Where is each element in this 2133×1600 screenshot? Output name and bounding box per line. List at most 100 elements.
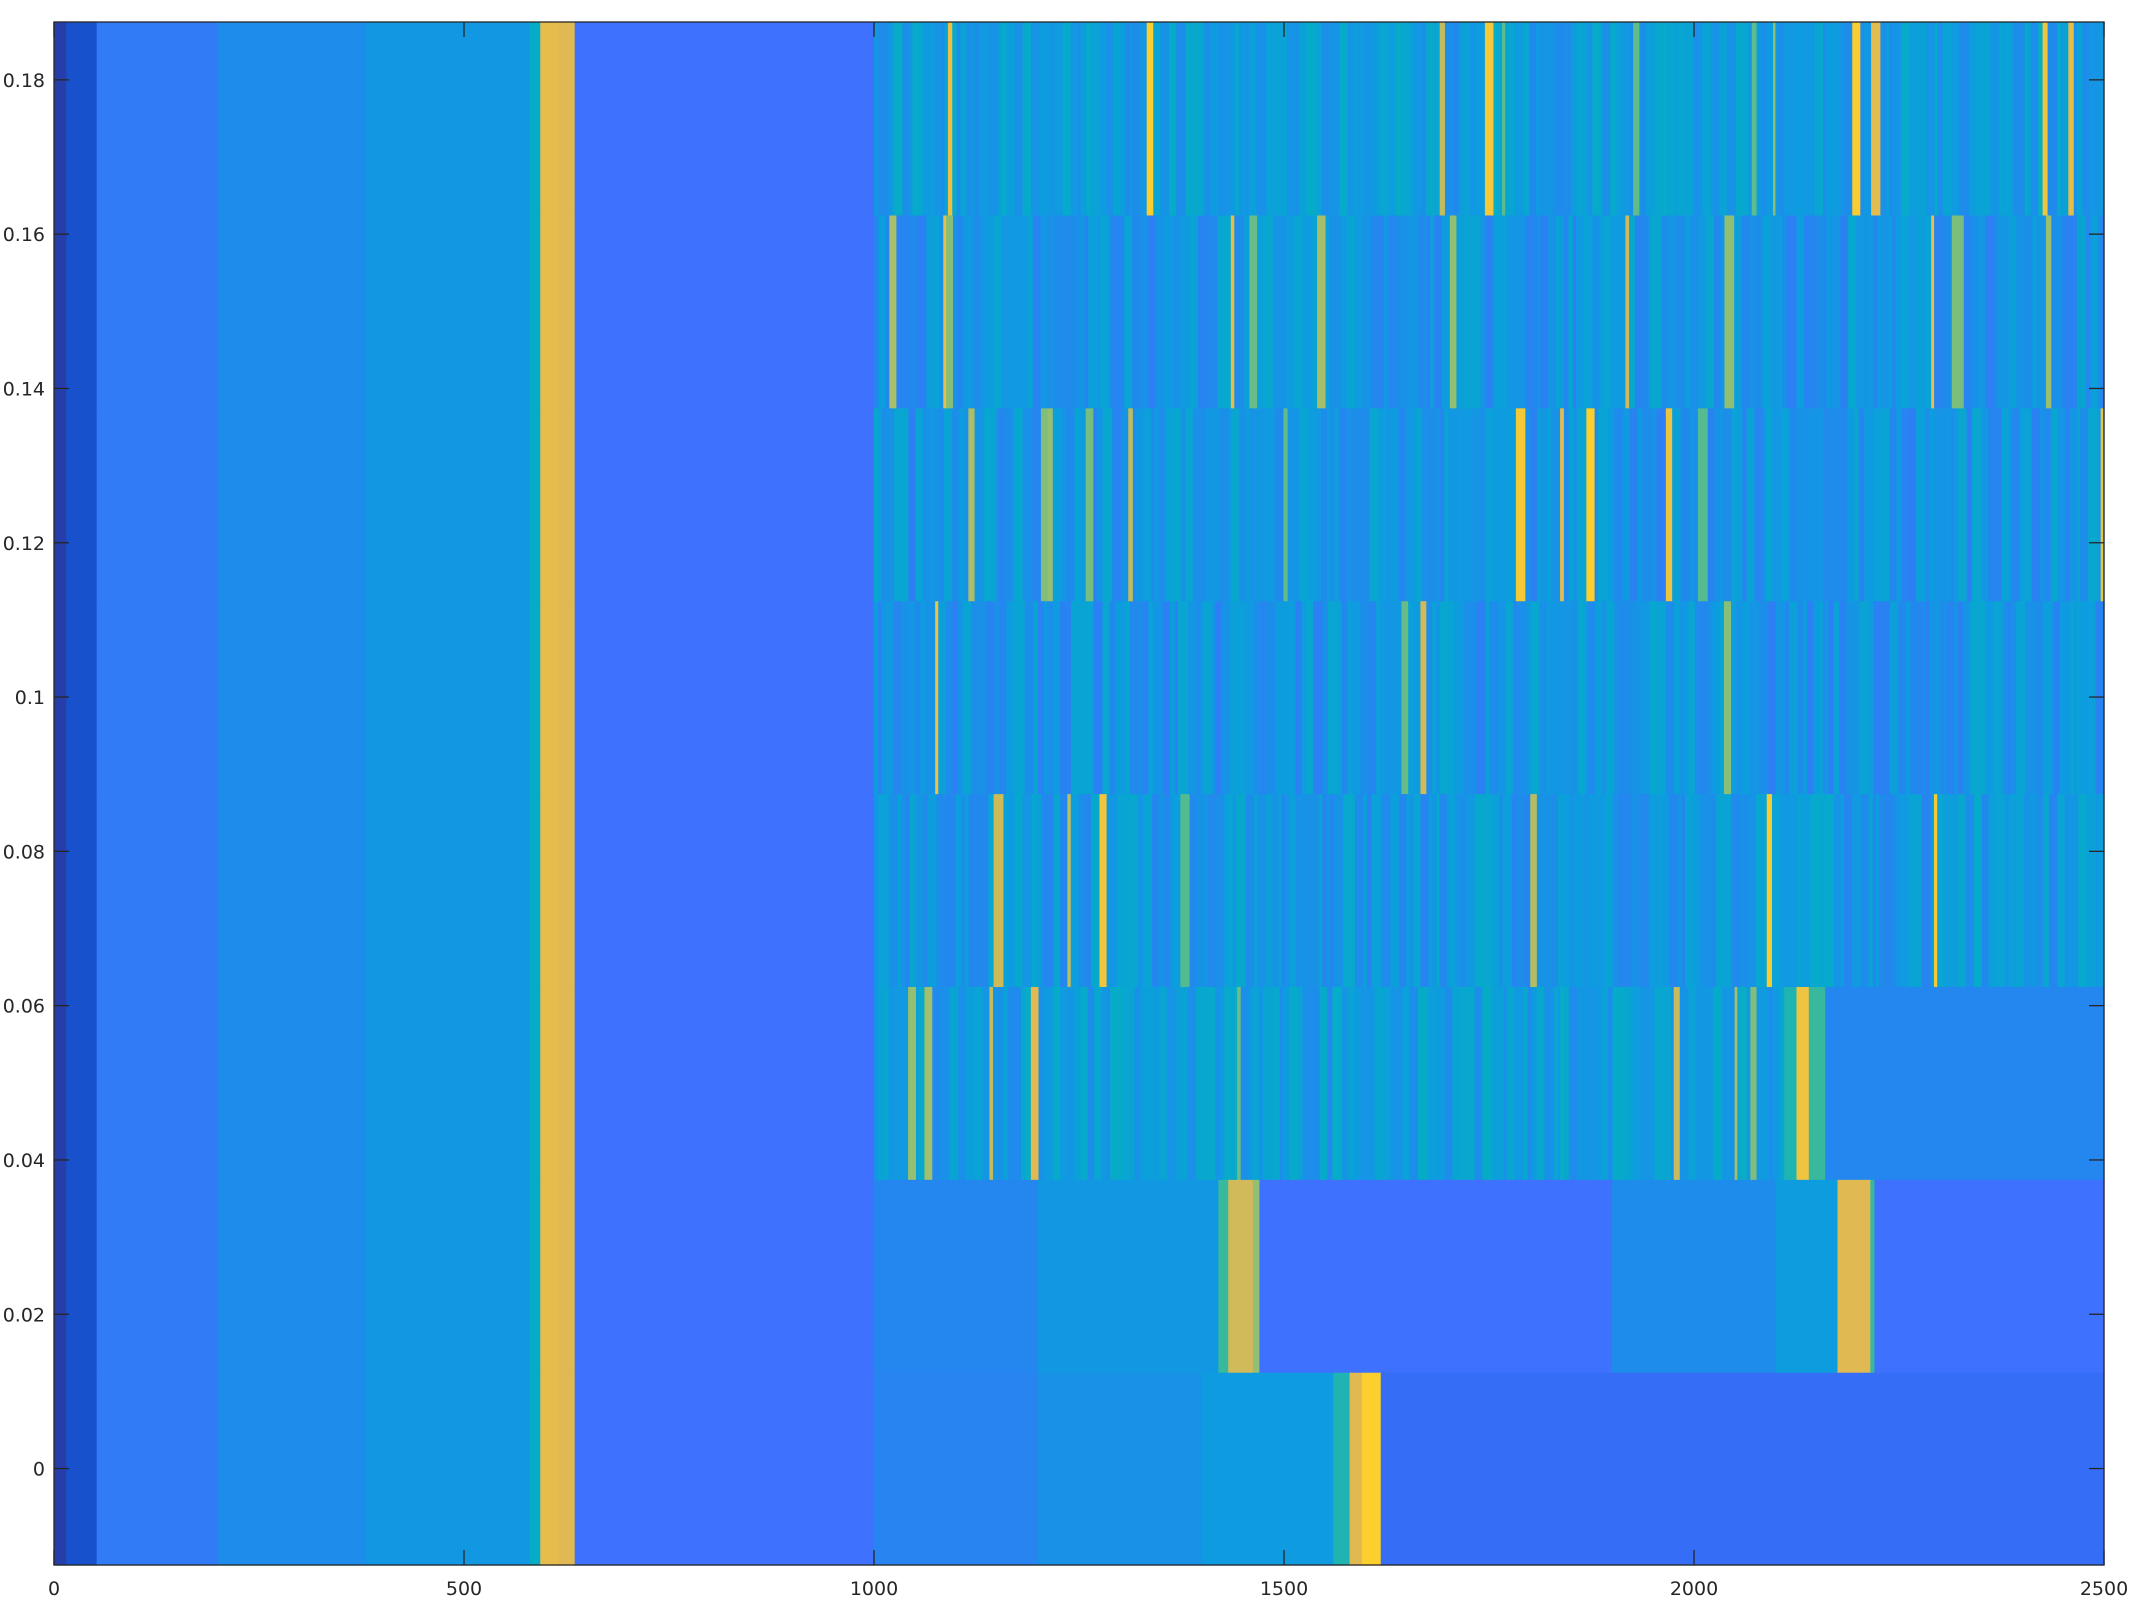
heatmap-cell — [1583, 793, 1591, 987]
heatmap-cell — [1187, 986, 1197, 1180]
heatmap-cell — [365, 214, 531, 409]
heatmap-cell — [1485, 214, 1494, 409]
heatmap-cell — [1531, 986, 1538, 1180]
heatmap-cell — [1868, 214, 1875, 409]
heatmap-cell — [1040, 214, 1049, 409]
heatmap-cell — [1690, 407, 1695, 602]
heatmap-cell — [1061, 407, 1067, 602]
heatmap-cell — [2022, 600, 2026, 795]
heatmap-cell — [956, 22, 962, 216]
heatmap-cell — [1245, 793, 1255, 987]
heatmap-cell — [2003, 214, 2010, 409]
heatmap-cell — [1616, 22, 1624, 216]
heatmap-cell — [2057, 22, 2062, 216]
heatmap-cell — [975, 22, 980, 216]
heatmap-cell — [1694, 600, 1702, 795]
heatmap-cell — [1389, 986, 1394, 1180]
heatmap-cell — [365, 22, 531, 216]
heatmap-cell — [1506, 214, 1514, 409]
heatmap-cell — [1270, 22, 1277, 216]
heatmap-cell — [917, 214, 927, 409]
heatmap-cell — [2069, 407, 2078, 602]
heatmap-cell — [1908, 793, 1917, 987]
heatmap-cell — [2019, 407, 2024, 602]
heatmap-cell — [1499, 986, 1505, 1180]
heatmap-cell — [1981, 793, 1990, 987]
heatmap-cell — [1648, 214, 1653, 409]
heatmap-cell — [1275, 793, 1279, 987]
heatmap-cell — [945, 600, 954, 795]
heatmap-cell — [1719, 22, 1728, 216]
heatmap-cell — [1917, 214, 1922, 409]
heatmap-cell — [1281, 793, 1286, 987]
heatmap-cell — [1611, 214, 1619, 409]
heatmap-cell — [1608, 986, 1614, 1180]
heatmap-cell — [964, 407, 969, 602]
heatmap-cell — [2073, 214, 2078, 409]
heatmap-cell — [1766, 793, 1773, 987]
heatmap-cell — [920, 600, 926, 795]
heatmap-cell — [2036, 793, 2044, 987]
heatmap-cell — [1700, 793, 1705, 987]
heatmap-cell — [1371, 793, 1380, 987]
heatmap-cell — [1934, 793, 1938, 987]
heatmap-cell — [1831, 214, 1841, 409]
heatmap-cell — [1662, 986, 1672, 1180]
heatmap-cell — [1863, 22, 1872, 216]
axes-box — [53, 21, 2105, 1566]
heatmap-cell — [960, 214, 965, 409]
heatmap-cell — [1164, 793, 1170, 987]
heatmap-cell — [1038, 1179, 1219, 1373]
heatmap-cell — [1362, 214, 1372, 409]
heatmap-cell — [1131, 986, 1136, 1180]
heatmap-cell — [1215, 793, 1225, 987]
heatmap-cell — [961, 793, 966, 987]
heatmap-cell — [1262, 986, 1274, 1180]
heatmap-cell — [1822, 600, 1827, 795]
heatmap-cell — [1463, 214, 1467, 409]
heatmap-cell — [1839, 22, 1844, 216]
x-tick-label: 0 — [48, 1578, 60, 1600]
heatmap-cell — [1065, 407, 1076, 602]
heatmap-cell — [1959, 214, 1965, 409]
heatmap-cell — [1560, 407, 1565, 602]
heatmap-cell — [1341, 407, 1346, 602]
heatmap-cell — [1581, 22, 1586, 216]
heatmap-cell — [1000, 22, 1007, 216]
heatmap-cell — [1546, 600, 1551, 795]
heatmap-cell — [1031, 22, 1041, 216]
heatmap-cell — [66, 214, 98, 409]
heatmap-cell — [1482, 986, 1493, 1180]
heatmap-cell — [218, 22, 367, 216]
heatmap-cell — [1537, 407, 1541, 602]
heatmap-cell — [1780, 407, 1790, 602]
heatmap-cell — [1882, 407, 1891, 602]
heatmap-cell — [1712, 600, 1721, 795]
heatmap-cell — [1483, 793, 1493, 987]
heatmap-cell — [1676, 214, 1686, 409]
heatmap-cell — [1295, 600, 1303, 795]
heatmap-cell — [884, 986, 889, 1180]
heatmap-cell — [1474, 793, 1485, 987]
heatmap-cell — [1097, 214, 1101, 409]
heatmap-cell — [1710, 793, 1717, 987]
heatmap-cell — [931, 22, 935, 216]
heatmap-cell — [2001, 407, 2008, 602]
heatmap-cell — [1665, 600, 1675, 795]
heatmap-cell — [874, 214, 879, 409]
heatmap-cell — [1652, 214, 1662, 409]
heatmap-cell — [1746, 407, 1756, 602]
heatmap-cell — [1259, 407, 1267, 602]
heatmap-cell — [1169, 793, 1173, 987]
heatmap-cell — [1274, 407, 1285, 602]
heatmap-cell — [1452, 986, 1462, 1180]
heatmap-cell — [1563, 600, 1572, 795]
heatmap-cell — [1697, 407, 1709, 602]
heatmap-cell — [1015, 793, 1023, 987]
heatmap-cell — [1279, 986, 1284, 1180]
heatmap-cell — [1654, 986, 1664, 1180]
heatmap-cell — [365, 1372, 531, 1566]
heatmap-cell — [1860, 793, 1870, 987]
heatmap-cell — [2016, 600, 2024, 795]
heatmap-cell — [1106, 793, 1113, 987]
